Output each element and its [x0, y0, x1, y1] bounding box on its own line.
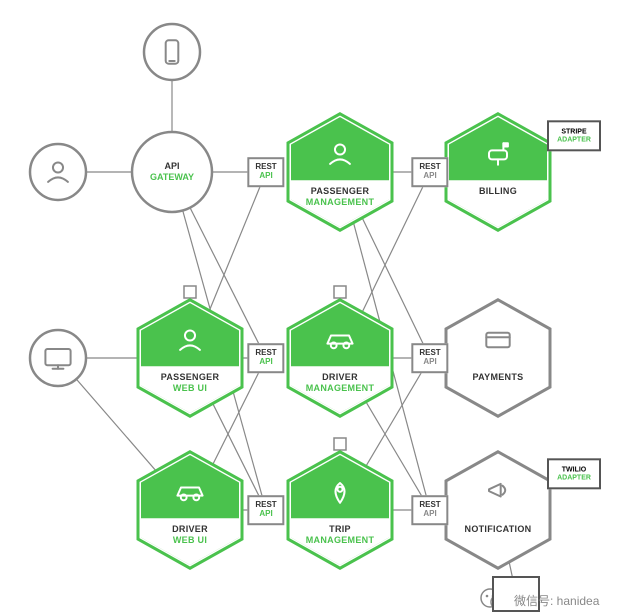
rest-api-box: RESTAPI [411, 343, 448, 373]
watermark: 微信号: hanidea [514, 592, 599, 609]
payments-label: PAYMENTS [448, 372, 548, 383]
diagram-canvas [0, 0, 640, 614]
rest-api-box: RESTAPI [411, 495, 448, 525]
twilio-adapter-box: TWILIOADAPTER [547, 458, 601, 489]
passenger_ui-label: PASSENGERWEB UI [140, 372, 240, 394]
driver_mgmt-label: DRIVERMANAGEMENT [290, 372, 390, 394]
billing-label: BILLING [448, 186, 548, 197]
rest-api-box: RESTAPI [247, 495, 284, 525]
gateway-label: APIGATEWAY [150, 161, 194, 183]
rest-api-box: RESTAPI [411, 157, 448, 187]
rest-api-box: RESTAPI [247, 343, 284, 373]
rest-api-box: RESTAPI [247, 157, 284, 187]
stripe-adapter-box: STRIPEADAPTER [547, 120, 601, 151]
notification-label: NOTIFICATION [448, 524, 548, 535]
driver_ui-label: DRIVERWEB UI [140, 524, 240, 546]
trip_mgmt-label: TRIPMANAGEMENT [290, 524, 390, 546]
passenger_mgmt-label: PASSENGERMANAGEMENT [290, 186, 390, 208]
